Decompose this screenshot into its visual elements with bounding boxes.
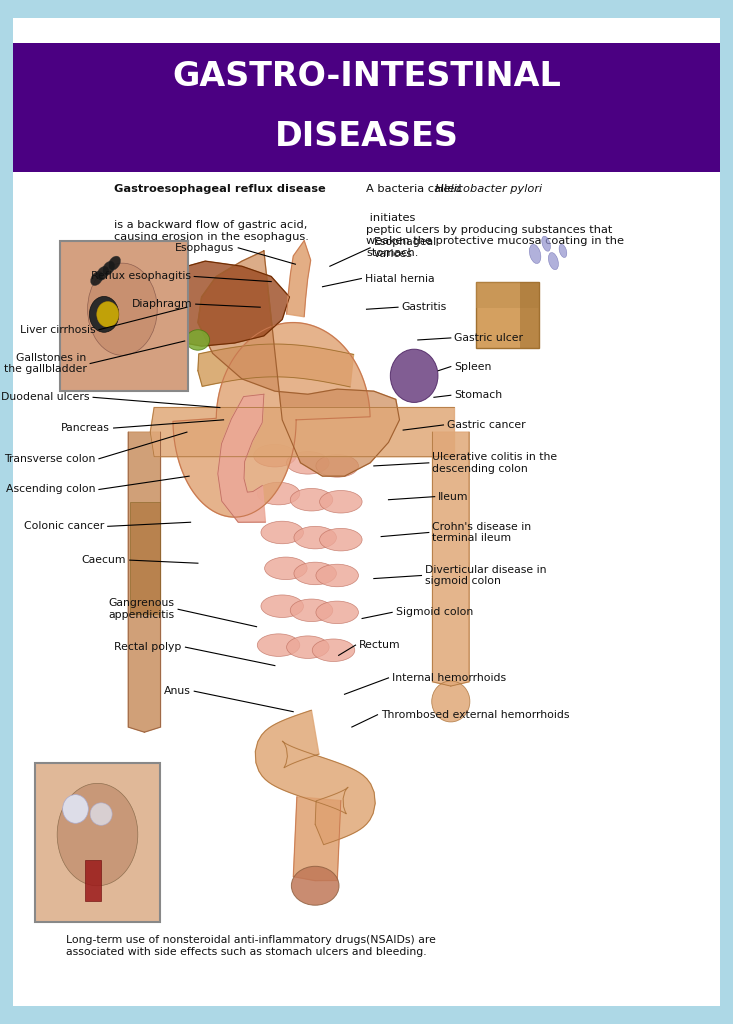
Ellipse shape xyxy=(91,271,103,286)
Ellipse shape xyxy=(257,634,300,656)
Ellipse shape xyxy=(89,297,119,332)
Ellipse shape xyxy=(287,636,329,658)
Text: Colonic cancer: Colonic cancer xyxy=(24,521,104,531)
Text: Hiatal hernia: Hiatal hernia xyxy=(365,273,435,284)
Ellipse shape xyxy=(320,490,362,513)
Text: Crohn's disease in
terminal ileum: Crohn's disease in terminal ileum xyxy=(432,521,531,544)
Text: Esophageal
varices: Esophageal varices xyxy=(374,237,437,259)
Text: DISEASES: DISEASES xyxy=(275,120,458,153)
Text: GASTRO-INTESTINAL: GASTRO-INTESTINAL xyxy=(172,60,561,93)
Ellipse shape xyxy=(432,681,470,722)
Ellipse shape xyxy=(265,557,307,580)
Polygon shape xyxy=(150,408,454,457)
Ellipse shape xyxy=(57,783,138,886)
Text: Ulcerative colitis in the
descending colon: Ulcerative colitis in the descending col… xyxy=(432,452,558,474)
Bar xyxy=(85,860,101,901)
Bar xyxy=(130,502,160,614)
Polygon shape xyxy=(143,261,290,346)
Text: Gangrenous
appendicitis: Gangrenous appendicitis xyxy=(108,598,174,621)
Ellipse shape xyxy=(290,488,333,511)
Ellipse shape xyxy=(88,263,157,355)
Polygon shape xyxy=(173,323,370,517)
Text: Gallstones in
the gallbladder: Gallstones in the gallbladder xyxy=(4,352,86,375)
Ellipse shape xyxy=(254,444,296,467)
Text: Esophagus: Esophagus xyxy=(175,243,235,253)
Ellipse shape xyxy=(97,302,119,328)
Text: Ascending colon: Ascending colon xyxy=(6,484,95,495)
Ellipse shape xyxy=(257,482,300,505)
Text: Helicobacter pylori: Helicobacter pylori xyxy=(435,184,542,195)
Ellipse shape xyxy=(186,330,210,350)
Text: Pancreas: Pancreas xyxy=(61,423,110,433)
Text: Internal hemorrhoids: Internal hemorrhoids xyxy=(392,673,507,683)
Polygon shape xyxy=(287,241,311,316)
Ellipse shape xyxy=(529,245,541,263)
Text: Reflux esophagitis: Reflux esophagitis xyxy=(91,271,191,282)
Text: is a backward flow of gastric acid,
causing erosion in the esophagus.: is a backward flow of gastric acid, caus… xyxy=(114,220,309,242)
Polygon shape xyxy=(128,432,161,732)
Ellipse shape xyxy=(316,564,358,587)
Ellipse shape xyxy=(316,455,358,477)
Polygon shape xyxy=(218,394,265,522)
Ellipse shape xyxy=(292,866,339,905)
Bar xyxy=(60,241,188,391)
Text: Gastroesophageal reflux disease: Gastroesophageal reflux disease xyxy=(114,184,325,195)
Text: Stomach: Stomach xyxy=(454,390,503,400)
Ellipse shape xyxy=(548,253,559,269)
Ellipse shape xyxy=(542,237,550,251)
Polygon shape xyxy=(255,711,375,845)
Polygon shape xyxy=(293,797,341,881)
Ellipse shape xyxy=(320,528,362,551)
Text: Anus: Anus xyxy=(163,686,191,696)
Text: Rectal polyp: Rectal polyp xyxy=(114,642,182,652)
Ellipse shape xyxy=(290,599,333,622)
Text: Duodenal ulcers: Duodenal ulcers xyxy=(1,392,89,402)
Text: Liver cirrhosis: Liver cirrhosis xyxy=(20,325,95,335)
Text: Transverse colon: Transverse colon xyxy=(4,454,95,464)
Ellipse shape xyxy=(559,245,567,257)
Ellipse shape xyxy=(108,256,120,270)
Text: Diverticular disease in
sigmoid colon: Diverticular disease in sigmoid colon xyxy=(425,564,547,587)
Ellipse shape xyxy=(312,639,355,662)
Text: Thrombosed external hemorrhoids: Thrombosed external hemorrhoids xyxy=(381,710,570,720)
Ellipse shape xyxy=(390,349,438,402)
Text: Spleen: Spleen xyxy=(454,361,492,372)
Ellipse shape xyxy=(97,266,108,281)
Text: Rectum: Rectum xyxy=(359,640,401,650)
Text: Gastritis: Gastritis xyxy=(402,302,447,312)
Ellipse shape xyxy=(261,595,303,617)
Polygon shape xyxy=(198,251,399,476)
Ellipse shape xyxy=(294,562,336,585)
Bar xyxy=(476,282,539,348)
Bar xyxy=(476,282,539,308)
Ellipse shape xyxy=(316,601,358,624)
Text: initiates
peptic ulcers by producing substances that
weaken the protective mucos: initiates peptic ulcers by producing sub… xyxy=(366,213,625,258)
Text: Sigmoid colon: Sigmoid colon xyxy=(396,607,473,617)
Ellipse shape xyxy=(287,452,329,474)
Ellipse shape xyxy=(294,526,336,549)
Text: Caecum: Caecum xyxy=(81,555,126,565)
Text: Long-term use of nonsteroidal anti-inflammatory drugs(NSAIDs) are
associated wit: Long-term use of nonsteroidal anti-infla… xyxy=(66,935,436,956)
Ellipse shape xyxy=(90,803,112,825)
Text: Gastric cancer: Gastric cancer xyxy=(447,420,526,430)
Text: Diaphragm: Diaphragm xyxy=(131,299,192,309)
Text: A bacteria called: A bacteria called xyxy=(366,184,465,195)
Text: Gastric ulcer: Gastric ulcer xyxy=(454,333,523,343)
Polygon shape xyxy=(198,344,353,387)
Bar xyxy=(523,223,589,297)
Ellipse shape xyxy=(63,795,89,823)
Bar xyxy=(520,282,539,348)
Ellipse shape xyxy=(261,521,303,544)
Bar xyxy=(35,763,160,922)
Ellipse shape xyxy=(103,261,114,275)
Bar xyxy=(13,43,720,172)
Text: Ileum: Ileum xyxy=(438,492,469,502)
Bar xyxy=(59,331,671,929)
Polygon shape xyxy=(432,432,469,686)
